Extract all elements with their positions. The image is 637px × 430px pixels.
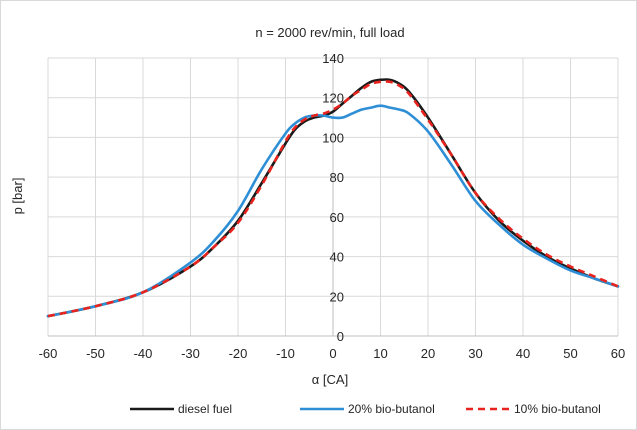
legend-label-20-bio-butanol: 20% bio-butanol xyxy=(348,402,435,416)
x-tick-label: 40 xyxy=(516,346,530,361)
x-tick-label: 20 xyxy=(421,346,435,361)
x-tick-label: 0 xyxy=(329,346,336,361)
y-axis-label: p [bar] xyxy=(10,178,25,215)
x-tick-label: 10 xyxy=(373,346,387,361)
legend: diesel fuel 20% bio-butanol 10% bio-butano… xyxy=(130,402,601,416)
x-tick-label: -30 xyxy=(181,346,200,361)
y-tick-label: 140 xyxy=(322,51,344,66)
series-lines xyxy=(46,78,620,318)
x-tick-label: -40 xyxy=(134,346,153,361)
series-line-10-bio-butanol xyxy=(47,80,619,318)
x-tick-label: 30 xyxy=(468,346,482,361)
x-axis-label: α [CA] xyxy=(312,372,348,387)
y-tick-label: 0 xyxy=(337,329,344,344)
x-tick-label: -20 xyxy=(229,346,248,361)
series-line-20-bio-butanol xyxy=(46,104,620,318)
x-tick-label: 50 xyxy=(563,346,577,361)
chart-title: n = 2000 rev/min, full load xyxy=(255,25,404,40)
y-tick-label: 40 xyxy=(330,250,344,265)
x-tick-label: -50 xyxy=(86,346,105,361)
y-tick-label: 80 xyxy=(330,170,344,185)
grid-lines xyxy=(47,57,619,337)
y-tick-label: 120 xyxy=(322,91,344,106)
x-tick-label: 60 xyxy=(611,346,625,361)
y-tick-label: 60 xyxy=(330,210,344,225)
y-tick-label: 100 xyxy=(322,130,344,145)
legend-label-10-bio-butanol: 10% bio-butanol xyxy=(514,402,601,416)
x-tick-label: -10 xyxy=(276,346,295,361)
x-tick-label: -60 xyxy=(39,346,58,361)
tick-labels: -60 -50 -40 -30 -20 -10 0 10 20 30 40 50 60 0 20 40 60 80… xyxy=(39,51,626,361)
legend-label-diesel-fuel: diesel fuel xyxy=(178,402,232,416)
y-tick-label: 20 xyxy=(330,289,344,304)
